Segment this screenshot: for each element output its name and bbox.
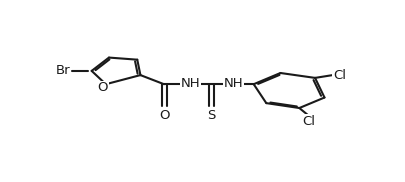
Text: Cl: Cl	[332, 69, 345, 82]
Text: NH: NH	[223, 77, 243, 90]
Text: Br: Br	[55, 64, 70, 77]
Text: O: O	[97, 81, 108, 94]
Text: S: S	[207, 108, 215, 122]
Text: Cl: Cl	[301, 115, 315, 128]
Text: O: O	[158, 108, 169, 122]
Text: NH: NH	[181, 77, 200, 90]
